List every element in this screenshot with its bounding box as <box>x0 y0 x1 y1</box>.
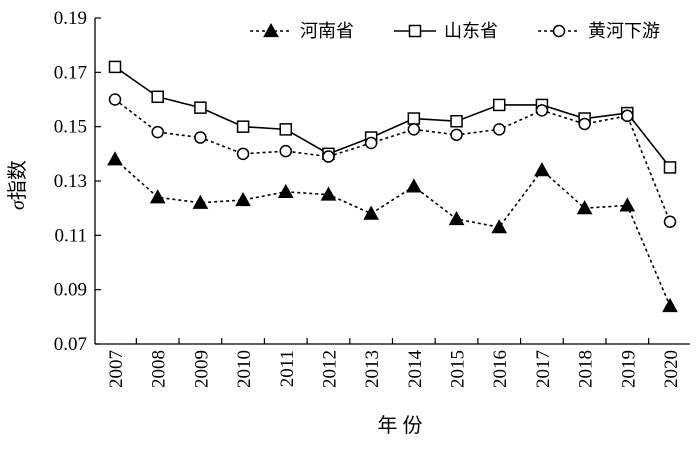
x-tick-label: 2012 <box>319 350 340 388</box>
data-point-henan <box>277 183 294 198</box>
x-tick-label: 2018 <box>576 350 597 388</box>
data-point-henan <box>107 151 123 166</box>
data-point-shandong <box>663 161 677 174</box>
data-point-lower-yellow-river <box>407 123 421 136</box>
data-point-lower-yellow-river <box>535 104 549 117</box>
data-point-lower-yellow-river <box>450 128 463 142</box>
data-point-shandong <box>151 90 164 104</box>
data-point-shandong <box>450 114 463 128</box>
series-line-shandong <box>114 66 671 168</box>
data-point-lower-yellow-river <box>151 125 164 139</box>
y-tick-label: 0.07 <box>54 334 87 355</box>
x-tick-label: 2010 <box>234 350 255 388</box>
data-point-henan <box>534 162 550 177</box>
y-tick-label: 0.13 <box>54 171 87 192</box>
data-point-shandong <box>236 120 250 133</box>
data-point-henan <box>235 191 251 207</box>
legend-label-henan: 河南省 <box>300 21 354 42</box>
data-point-shandong <box>492 98 506 112</box>
y-tick-label: 0.11 <box>54 225 87 246</box>
data-point-lower-yellow-river <box>492 123 506 136</box>
y-tick-label: 0.15 <box>54 117 87 138</box>
y-axis-title-text: 指数 <box>6 160 29 200</box>
data-point-henan <box>619 197 636 212</box>
x-tick-label: 2013 <box>362 350 383 388</box>
data-point-lower-yellow-river <box>279 144 293 158</box>
x-tick-label: 2020 <box>661 350 682 388</box>
series-line-lower-yellow-river <box>114 98 671 223</box>
data-point-shandong <box>407 112 421 125</box>
data-point-lower-yellow-river <box>364 136 378 150</box>
x-axis-title: 年 份 <box>378 414 423 437</box>
legend: 河南省 山东省 黄河下游 <box>250 21 660 42</box>
data-point-lower-yellow-river <box>578 117 591 131</box>
data-point-henan <box>448 211 465 226</box>
legend-label-shandong: 山东省 <box>444 21 498 42</box>
legend-marker-henan <box>263 22 279 38</box>
data-point-shandong <box>108 60 122 74</box>
data-point-lower-yellow-river <box>194 131 207 144</box>
data-point-henan <box>192 194 209 209</box>
x-tick-label: 2011 <box>277 350 298 387</box>
x-tick-label: 2015 <box>448 350 469 388</box>
x-tick-label: 2008 <box>149 350 170 388</box>
legend-label-lower-yellow-river: 黄河下游 <box>588 21 660 42</box>
legend-marker-lower-yellow-river <box>552 24 566 38</box>
data-point-henan <box>363 205 380 220</box>
y-tick-label: 0.19 <box>54 8 87 29</box>
series-line-henan <box>114 158 671 307</box>
x-tick-label: 2017 <box>533 350 554 388</box>
x-tick-label: 2007 <box>106 350 127 388</box>
data-point-lower-yellow-river <box>108 93 122 106</box>
y-tick-label: 0.17 <box>54 62 87 83</box>
data-point-lower-yellow-river <box>663 215 677 228</box>
data-point-henan <box>405 178 422 193</box>
x-tick-label: 2014 <box>405 350 426 389</box>
y-axis-title-symbol: σ <box>7 199 29 210</box>
plot-area: 0.07 0.09 0.11 0.13 0.15 0.17 0.19 2007 2008 2009… <box>54 8 690 388</box>
x-tick-label: 2019 <box>618 350 639 388</box>
data-point-henan <box>576 200 593 215</box>
x-tick-label: 2016 <box>490 350 511 388</box>
data-point-shandong <box>279 123 293 136</box>
data-point-henan <box>491 219 508 234</box>
legend-marker-shandong <box>408 24 422 38</box>
data-point-henan <box>149 189 166 204</box>
data-point-henan <box>320 186 337 201</box>
data-point-lower-yellow-river <box>621 109 634 123</box>
data-point-lower-yellow-river <box>236 147 250 161</box>
x-tick-label: 2009 <box>191 350 212 388</box>
data-point-henan <box>662 297 678 313</box>
data-point-shandong <box>194 101 207 114</box>
data-point-lower-yellow-river <box>322 150 335 163</box>
y-axis-title: σ指数 <box>6 160 29 210</box>
y-tick-label: 0.09 <box>54 280 87 301</box>
